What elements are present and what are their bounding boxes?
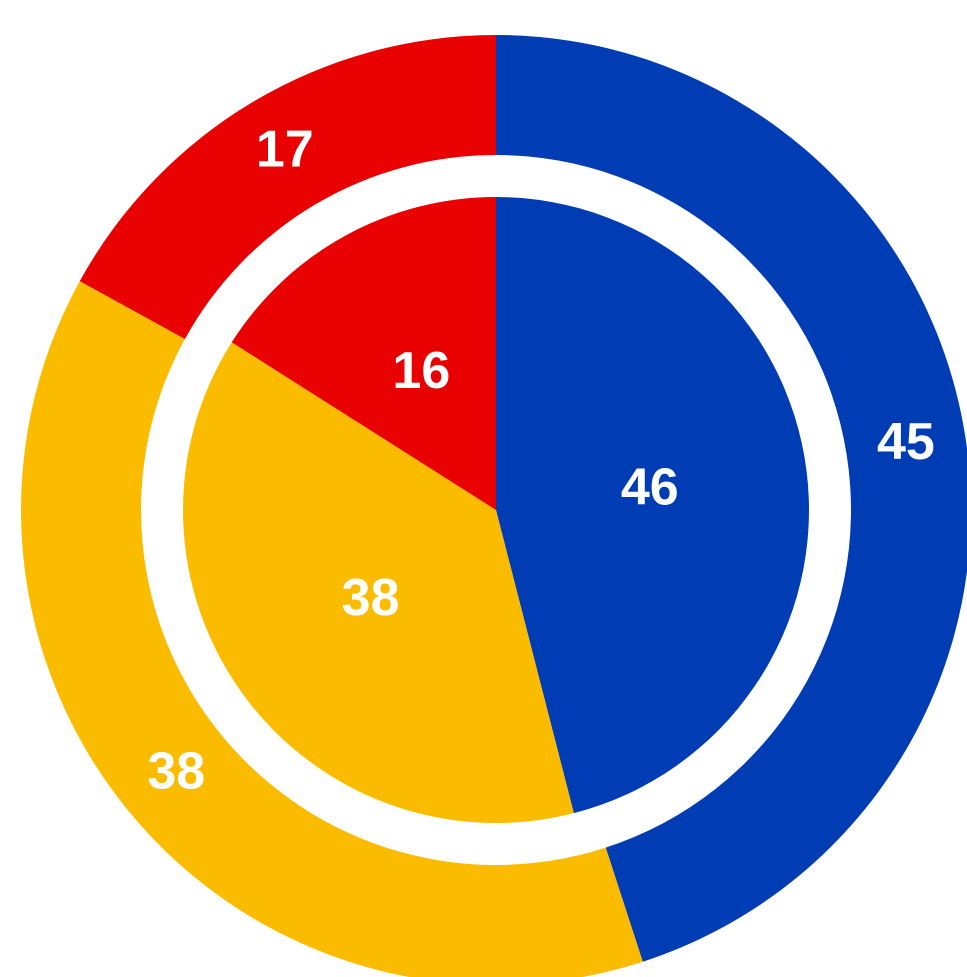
data-label: 16 (392, 342, 450, 400)
data-label: 38 (147, 742, 205, 800)
wedge (182, 342, 574, 823)
wedge (21, 281, 643, 977)
data-label: 17 (256, 121, 314, 179)
data-label: 45 (877, 413, 935, 471)
wedge (496, 197, 809, 814)
wedge (79, 35, 496, 339)
data-label: 38 (342, 569, 400, 627)
data-label: 46 (621, 458, 679, 516)
wedge (231, 197, 497, 510)
wedge (496, 35, 967, 962)
